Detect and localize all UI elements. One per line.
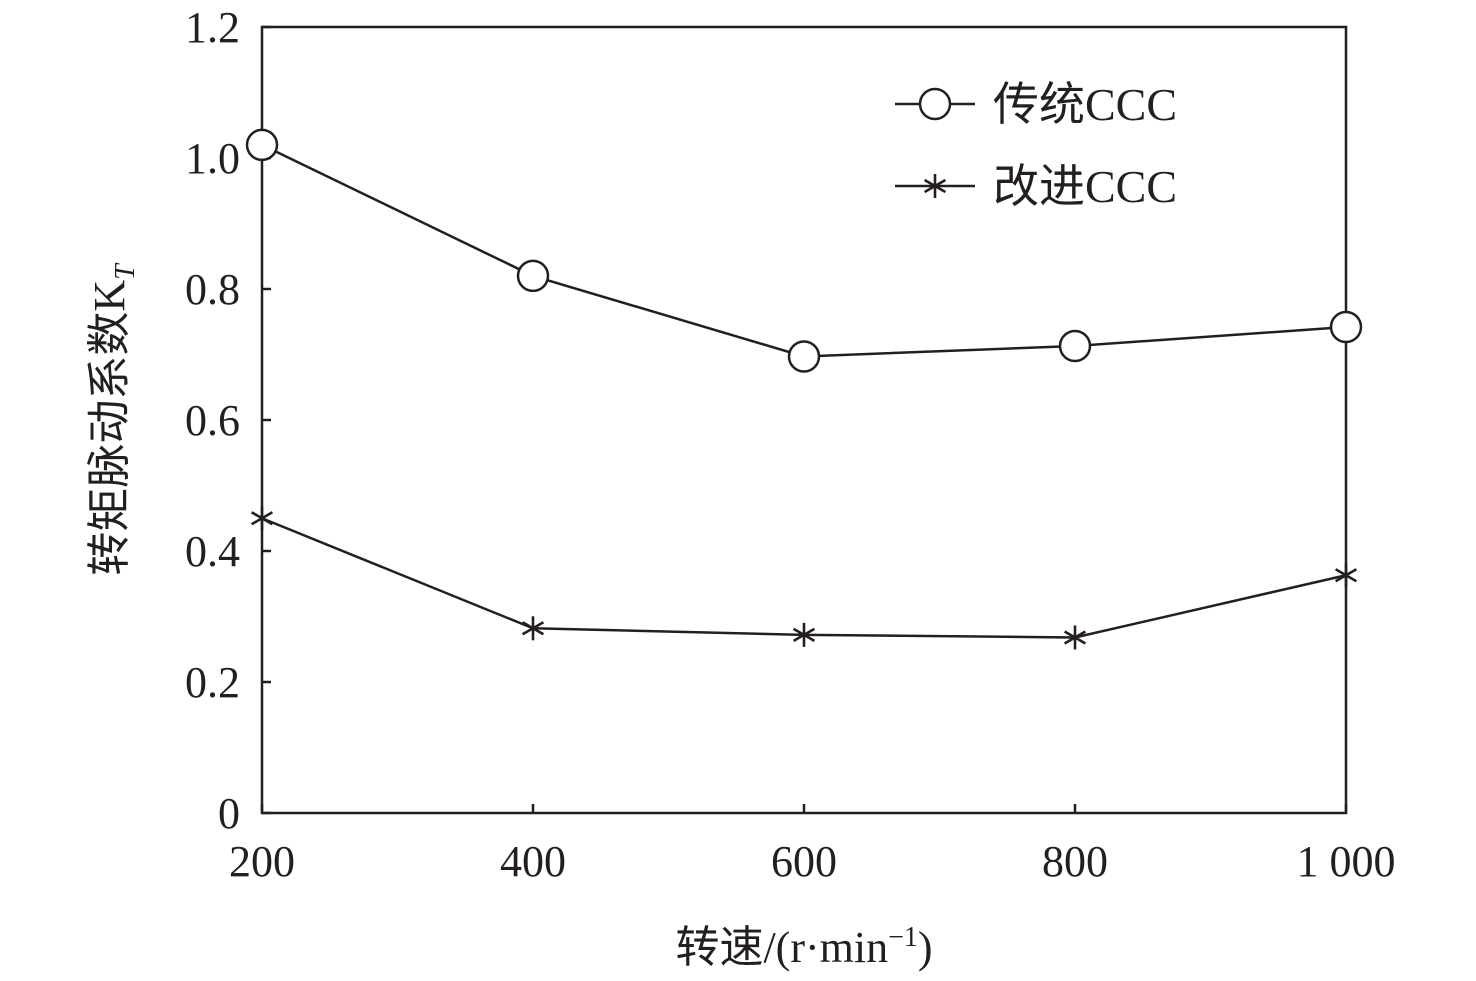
y-axis: 0 0.2 0.4 0.6 0.8 1.0 1.2 xyxy=(185,3,271,838)
plot-frame xyxy=(260,25,1348,815)
legend-label-improved: 改进CCC xyxy=(993,161,1177,212)
series-line-traditional xyxy=(261,143,1347,358)
data-point-asterisk xyxy=(1334,563,1358,588)
x-axis-title: 转速/(r·min−1) xyxy=(675,922,932,972)
y-tick-label: 0.2 xyxy=(185,658,240,707)
y-tick-label: 1.0 xyxy=(185,134,240,183)
x-tick-label: 400 xyxy=(500,837,566,886)
x-tick-label: 200 xyxy=(229,837,295,886)
data-point-circle xyxy=(516,259,550,293)
y-tick-label: 1.2 xyxy=(185,3,240,52)
y-tick-label: 0 xyxy=(218,789,240,838)
series-layer xyxy=(245,128,1363,650)
data-point-asterisk xyxy=(250,506,274,531)
data-point-asterisk xyxy=(792,622,816,647)
x-axis: 200 400 600 800 1 000 xyxy=(229,804,1396,886)
data-point-asterisk xyxy=(1063,625,1087,650)
y-axis-title: 转矩脉动系数KT xyxy=(85,262,141,576)
x-tick-label: 1 000 xyxy=(1297,837,1396,886)
x-tick-label: 800 xyxy=(1042,837,1108,886)
y-tick-label: 0.4 xyxy=(185,527,240,576)
data-point-circle xyxy=(1058,329,1092,363)
data-point-circle xyxy=(1329,310,1363,344)
series-line-improved xyxy=(261,517,1347,639)
legend-circle-marker-icon xyxy=(918,87,952,121)
y-tick-label: 0.6 xyxy=(185,396,240,445)
data-point-circle xyxy=(787,340,821,373)
data-point-circle xyxy=(245,128,279,162)
data-point-asterisk xyxy=(521,616,545,641)
legend: 传统CCC 改进CCC xyxy=(895,79,1177,212)
legend-label-traditional: 传统CCC xyxy=(993,79,1177,130)
x-tick-label: 600 xyxy=(771,837,837,886)
legend-asterisk-marker-icon xyxy=(923,174,947,198)
y-tick-label: 0.8 xyxy=(185,265,240,314)
